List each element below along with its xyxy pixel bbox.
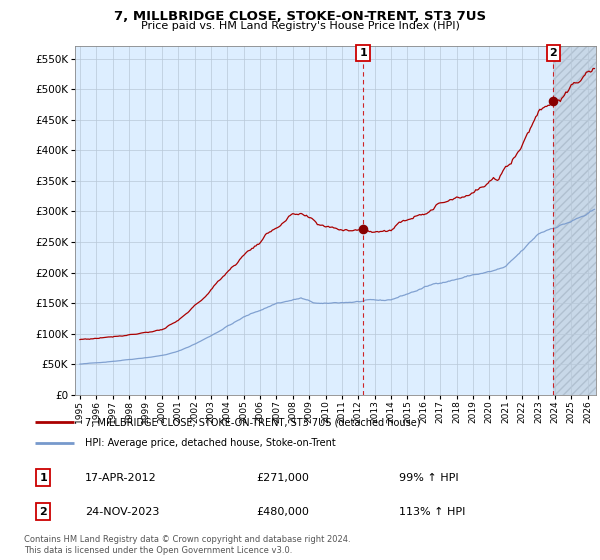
Point — [548, 97, 558, 106]
Text: Price paid vs. HM Land Registry's House Price Index (HPI): Price paid vs. HM Land Registry's House … — [140, 21, 460, 31]
Text: 1: 1 — [40, 473, 47, 483]
Text: 99% ↑ HPI: 99% ↑ HPI — [400, 473, 459, 483]
Text: HPI: Average price, detached house, Stoke-on-Trent: HPI: Average price, detached house, Stok… — [85, 438, 335, 449]
Text: 7, MILLBRIDGE CLOSE, STOKE-ON-TRENT, ST3 7US: 7, MILLBRIDGE CLOSE, STOKE-ON-TRENT, ST3… — [114, 10, 486, 22]
Text: 7, MILLBRIDGE CLOSE, STOKE-ON-TRENT, ST3 7US (detached house): 7, MILLBRIDGE CLOSE, STOKE-ON-TRENT, ST3… — [85, 417, 420, 427]
Point — [358, 225, 368, 234]
Text: £271,000: £271,000 — [256, 473, 309, 483]
Text: 2: 2 — [550, 48, 557, 58]
Text: 2: 2 — [40, 507, 47, 516]
Text: £480,000: £480,000 — [256, 507, 309, 516]
Text: 113% ↑ HPI: 113% ↑ HPI — [400, 507, 466, 516]
Text: Contains HM Land Registry data © Crown copyright and database right 2024.
This d: Contains HM Land Registry data © Crown c… — [24, 535, 350, 555]
Bar — [553, 46, 596, 395]
Text: 17-APR-2012: 17-APR-2012 — [85, 473, 157, 483]
Text: 1: 1 — [359, 48, 367, 58]
Text: 24-NOV-2023: 24-NOV-2023 — [85, 507, 159, 516]
